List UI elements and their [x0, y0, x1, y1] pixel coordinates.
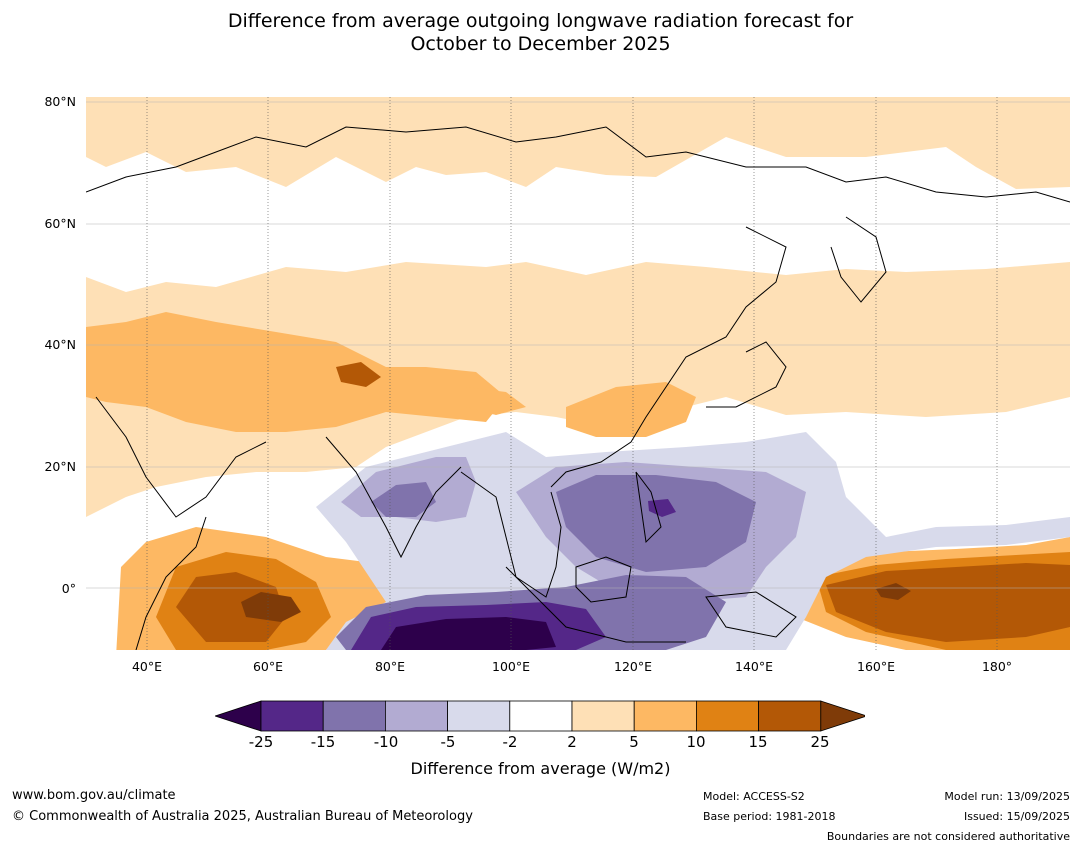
- legend-colorbar: [213, 700, 869, 732]
- title-line-1: Difference from average outgoing longwav…: [227, 10, 854, 32]
- legend-swatch: [384, 700, 448, 732]
- legend-swatch: [509, 700, 573, 732]
- legend-tick-3: -10: [373, 733, 399, 751]
- northern-eurasia-light-orange: [86, 97, 1070, 189]
- lat-label-80n: 80°N: [44, 94, 76, 109]
- africa-east-coast: [135, 516, 207, 650]
- central-asia-light-orange: [86, 262, 1070, 517]
- new-guinea: [705, 591, 797, 638]
- india-mid-purple: [371, 482, 436, 517]
- legend-swatch: [571, 700, 635, 732]
- lon-label-140e: 140°E: [734, 659, 774, 674]
- lat-label-0: 0°: [61, 581, 76, 596]
- maritime-mid-purple: [556, 475, 756, 572]
- disclaimer: Boundaries are not considered authoritat…: [826, 830, 1070, 843]
- colorbar-svg: [213, 700, 869, 732]
- legend-tick-9: 15: [748, 733, 768, 751]
- philippines-dark-purple: [648, 499, 676, 517]
- legend-tick-7: 5: [629, 733, 639, 751]
- website-link[interactable]: www.bom.gov.au/climate: [12, 788, 176, 803]
- title-line-2: October to December 2025: [410, 33, 671, 55]
- legend-extend-low: [213, 700, 262, 732]
- legend-swatch: [447, 700, 511, 732]
- legend-tick-10: 25: [810, 733, 830, 751]
- legend-swatch: [758, 700, 822, 732]
- arabia-coast: [95, 396, 267, 518]
- legend-swatch: [695, 700, 759, 732]
- africa-brown: [176, 572, 286, 642]
- legend-swatch: [633, 700, 697, 732]
- arctic-coast: [86, 126, 1070, 203]
- pacific-darkest: [876, 583, 911, 600]
- forecast-map: [86, 97, 1070, 650]
- chart-title: Difference from average outgoing longwav…: [0, 10, 1081, 56]
- lon-label-80e: 80°E: [374, 659, 406, 674]
- model-run: Model run: 13/09/2025: [944, 790, 1070, 803]
- legend-extend-high: [820, 700, 869, 732]
- lat-label-20n: 20°N: [44, 459, 76, 474]
- tibet-dark-spot: [336, 362, 381, 387]
- legend-tick-8: 10: [686, 733, 706, 751]
- legend-tick-4: -5: [440, 733, 456, 751]
- legend-label: Difference from average (W/m2): [410, 759, 671, 778]
- south-asia-orange: [86, 312, 506, 432]
- china-orange: [566, 382, 696, 437]
- legend-tick-1: -25: [248, 733, 274, 751]
- coastlines: [86, 126, 1070, 650]
- africa-darkest: [241, 592, 301, 622]
- east-asia-coast: [550, 226, 787, 488]
- legend-tick-5: -2: [502, 733, 518, 751]
- indochina-coast: [460, 471, 562, 598]
- copyright: © Commonwealth of Australia 2025, Austra…: [12, 809, 473, 824]
- kamchatka: [830, 216, 887, 303]
- lat-label-60n: 60°N: [44, 216, 76, 231]
- india-coast: [325, 436, 462, 559]
- legend-tick-6: 2: [567, 733, 577, 751]
- japan: [706, 341, 787, 408]
- lat-label-40n: 40°N: [44, 337, 76, 352]
- legend-tick-2: -15: [310, 733, 336, 751]
- legend-swatch: [260, 700, 324, 732]
- lon-label-40e: 40°E: [131, 659, 163, 674]
- grid-lines: [86, 101, 1070, 589]
- lon-label-160e: 160°E: [856, 659, 896, 674]
- positive-anomaly-regions: [86, 97, 1070, 650]
- model-name: Model: ACCESS-S2: [703, 790, 805, 803]
- tibet-orange: [466, 387, 526, 415]
- indian-ocean-darkest: [381, 617, 556, 650]
- sumatra-java: [505, 566, 686, 643]
- lon-label-100e: 100°E: [491, 659, 531, 674]
- lon-label-120e: 120°E: [613, 659, 653, 674]
- philippines: [635, 471, 662, 544]
- lon-label-60e: 60°E: [252, 659, 284, 674]
- pacific-brown: [826, 563, 1070, 642]
- lon-label-180: 180°: [981, 659, 1013, 674]
- base-period: Base period: 1981-2018: [703, 810, 836, 823]
- legend-swatch: [322, 700, 386, 732]
- borneo: [575, 556, 632, 603]
- issued-date: Issued: 15/09/2025: [963, 810, 1070, 823]
- meridian-lines: [146, 97, 998, 650]
